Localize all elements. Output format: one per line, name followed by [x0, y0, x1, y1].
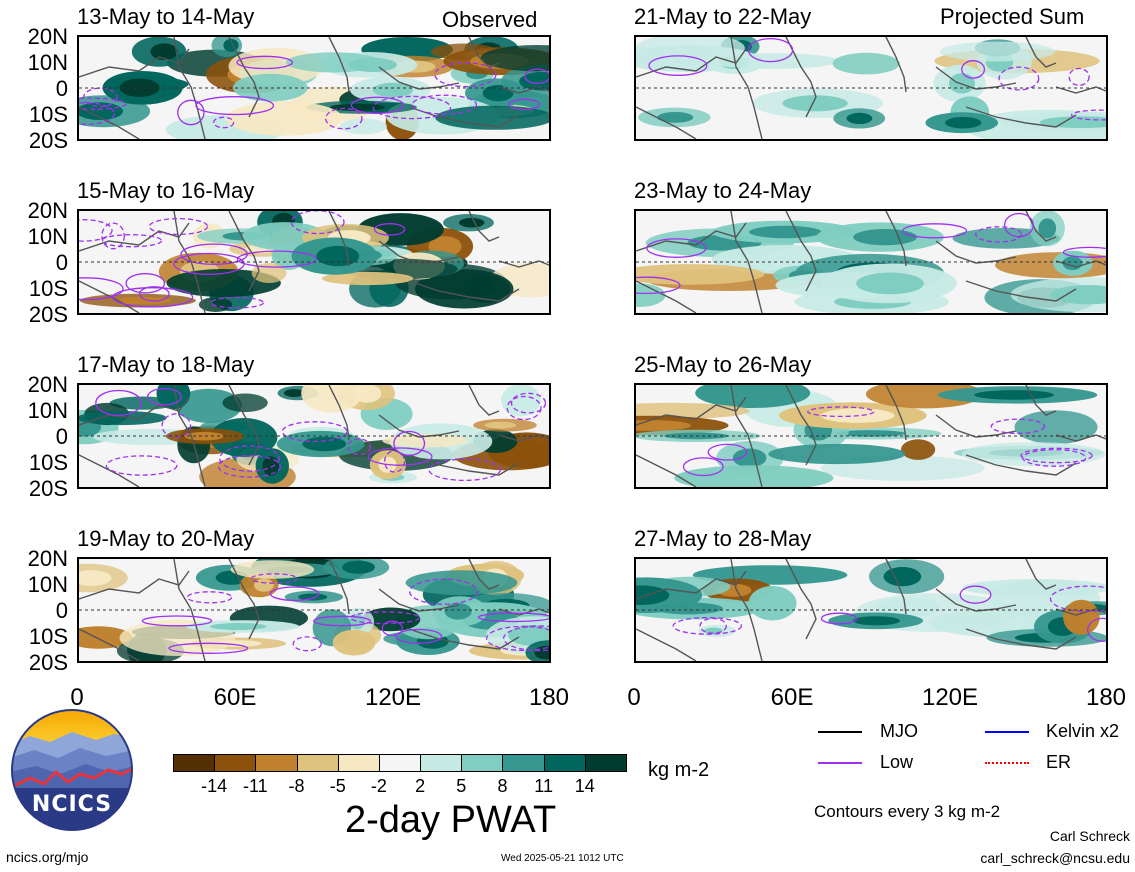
- colorbar-tick-label: 5: [456, 776, 467, 796]
- y-tick-label: 0: [55, 598, 68, 623]
- colorbar-swatch: [502, 754, 545, 772]
- panel-title: 19-May to 20-May: [77, 526, 255, 551]
- observed-label: Observed: [442, 7, 538, 32]
- colorbar-tick-label: 8: [497, 776, 508, 796]
- x-tick-label: 0: [70, 684, 84, 711]
- colorbar-tick-label: -2: [370, 776, 387, 796]
- colorbar-swatch: [378, 754, 422, 772]
- pwat-map: [79, 385, 549, 487]
- colorbar-tick-label: 14: [574, 776, 595, 796]
- panel-title: 21-May to 22-May: [634, 4, 812, 29]
- colorbar-swatch: [420, 754, 463, 772]
- y-tick-label: 20N: [27, 372, 68, 397]
- colorbar-swatch: [173, 754, 216, 772]
- colorbar-tick-label: 2: [415, 776, 426, 796]
- colorbar-units: kg m-2: [648, 759, 710, 781]
- footer-author: Carl Schreck: [1049, 828, 1130, 844]
- map-panel-projected-4: [634, 557, 1108, 663]
- y-tick-label: 10N: [27, 224, 68, 249]
- map-panel-observed-3: [77, 383, 551, 489]
- y-tick-label: 10N: [27, 50, 68, 75]
- logo-graphic: [11, 709, 133, 831]
- x-tick-label: 60E: [770, 684, 814, 711]
- pwat-map: [79, 211, 549, 313]
- pwat-map: [79, 37, 549, 139]
- x-tick-label: 180: [528, 684, 570, 711]
- x-tick-label: 60E: [213, 684, 257, 711]
- chart-title: 2-day PWAT: [345, 799, 557, 841]
- pwat-map: [636, 385, 1106, 487]
- contour-note: Contours every 3 kg m-2: [814, 802, 1001, 821]
- colorbar-tick-label: -11: [243, 776, 268, 796]
- y-tick-label: 10N: [27, 398, 68, 423]
- colorbar-swatch: [543, 754, 586, 772]
- ncics-logo: NCICS: [10, 708, 134, 832]
- legend-label-low: Low: [880, 752, 914, 772]
- legend-line-er: [985, 762, 1029, 764]
- map-panel-projected-2: [634, 209, 1108, 315]
- panel-title: 27-May to 28-May: [634, 526, 812, 551]
- panel-title: 13-May to 14-May: [77, 4, 255, 29]
- panel-title: 25-May to 26-May: [634, 352, 812, 377]
- pwat-map: [79, 559, 549, 661]
- x-tick-label: 120E: [364, 684, 422, 711]
- y-tick-label: 10S: [28, 276, 68, 301]
- colorbar-swatch: [584, 754, 627, 772]
- y-tick-label: 20N: [27, 24, 68, 49]
- colorbar-tick-label: -14: [201, 776, 228, 796]
- pwat-map: [636, 37, 1106, 139]
- legend-line-kelvin: [985, 731, 1029, 733]
- colorbar: [173, 754, 627, 772]
- projected-sum-label: Projected Sum: [940, 4, 1085, 29]
- map-panel-observed-2: [77, 209, 551, 315]
- x-tick-label: 0: [627, 684, 641, 711]
- colorbar-swatch: [255, 754, 298, 772]
- map-panel-observed-4: [77, 557, 551, 663]
- legend-label-er: ER: [1046, 752, 1072, 772]
- pwat-map: [636, 559, 1106, 661]
- y-tick-label: 10S: [28, 450, 68, 475]
- y-tick-label: 10S: [28, 102, 68, 127]
- map-panel-projected-1: [634, 35, 1108, 141]
- y-tick-label: 20S: [28, 476, 68, 501]
- x-tick-label: 120E: [921, 684, 979, 711]
- colorbar-swatch: [296, 754, 339, 772]
- panel-title: 15-May to 16-May: [77, 178, 255, 203]
- legend-label-mjo: MJO: [880, 721, 918, 741]
- colorbar-swatch: [461, 754, 504, 772]
- map-panel-projected-3: [634, 383, 1108, 489]
- y-tick-label: 20S: [28, 302, 68, 327]
- logo-text: NCICS: [31, 792, 113, 817]
- y-tick-label: 10S: [28, 624, 68, 649]
- colorbar-tick-label: -5: [329, 776, 346, 796]
- colorbar-tick-label: -8: [288, 776, 305, 796]
- y-tick-label: 20N: [27, 198, 68, 223]
- legend-line-mjo: [818, 731, 862, 733]
- footer-email[interactable]: carl_schreck@ncsu.edu: [980, 850, 1130, 866]
- y-tick-label: 0: [55, 250, 68, 275]
- x-tick-label: 180: [1085, 684, 1127, 711]
- panel-title: 17-May to 18-May: [77, 352, 255, 377]
- pwat-map: [636, 211, 1106, 313]
- y-tick-label: 0: [55, 76, 68, 101]
- y-tick-label: 20N: [27, 546, 68, 571]
- panel-title: 23-May to 24-May: [634, 178, 812, 203]
- colorbar-tick-label: 11: [534, 776, 553, 796]
- footer-timestamp: Wed 2025-05-21 1012 UTC: [501, 853, 624, 864]
- y-tick-label: 20S: [28, 650, 68, 675]
- legend-line-low: [818, 762, 862, 764]
- y-tick-label: 0: [55, 424, 68, 449]
- colorbar-swatch: [214, 754, 257, 772]
- y-tick-label: 20S: [28, 128, 68, 153]
- legend-label-kelvin: Kelvin x2: [1046, 721, 1120, 741]
- map-panel-observed-1: [77, 35, 551, 141]
- footer-url[interactable]: ncics.org/mjo: [6, 849, 89, 865]
- y-tick-label: 10N: [27, 572, 68, 597]
- colorbar-swatch: [337, 754, 380, 772]
